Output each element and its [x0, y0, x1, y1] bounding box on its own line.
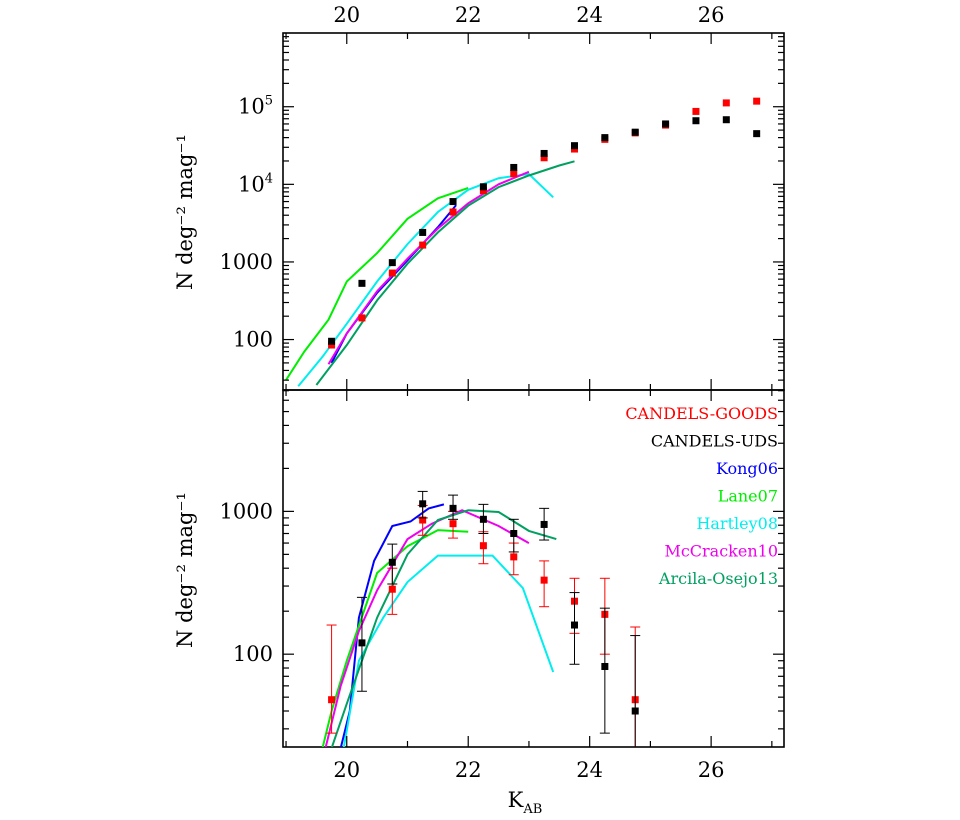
top-point-candels-uds [510, 163, 518, 171]
top-point-candels-uds [631, 128, 639, 136]
top-point-candels-uds [388, 259, 396, 267]
top-point-candels-uds [692, 117, 700, 125]
top-ylabel: N deg⁻² mag⁻¹ [173, 134, 197, 290]
top-point-candels-goods [692, 107, 700, 115]
bottom-xtick-label: 20 [333, 758, 360, 782]
bottom-point-candels-uds [479, 515, 487, 523]
top-ytick-label-sup: 5 [265, 94, 273, 109]
bottom-point-candels-goods [419, 516, 427, 524]
bottom-plot-area [321, 490, 641, 747]
top-point-candels-uds [722, 116, 730, 124]
bottom-point-candels-goods [328, 696, 336, 704]
top-point-candels-uds [570, 142, 578, 150]
top-point-candels-goods [479, 187, 487, 195]
top-point-candels-uds [479, 183, 487, 191]
legend: CANDELS-GOODS CANDELS-UDS Kong06 Lane07 Hart… [625, 404, 778, 588]
bottom-point-candels-goods [449, 520, 457, 528]
legend-entry: Lane07 [718, 487, 778, 506]
top-ytick-label: 1000 [220, 250, 273, 274]
top-ytick-label: 100 [233, 328, 273, 352]
x-axis-label-sub: AB [522, 802, 542, 817]
top-xtick-label: 24 [576, 3, 603, 27]
top-point-candels-uds [328, 337, 336, 345]
top-ytick-label: 105 [238, 94, 273, 119]
top-point-candels-uds [419, 228, 427, 236]
bottom-ytick-label-main: 100 [233, 642, 273, 666]
bottom-line-arcila-osejo13 [330, 509, 557, 747]
top-line-arcila-osejo13 [315, 160, 575, 386]
top-line-lane07 [285, 186, 469, 381]
top-point-candels-uds [449, 198, 457, 206]
bottom-point-candels-uds [419, 500, 427, 508]
bottom-line-kong06 [339, 503, 445, 747]
top-point-candels-uds [753, 130, 761, 138]
top-point-candels-goods [419, 241, 427, 249]
top-ytick-label-sup: 4 [265, 171, 273, 186]
top-point-candels-goods [722, 99, 730, 107]
legend-entry: McCracken10 [664, 542, 778, 561]
bottom-xtick-label: 24 [576, 758, 603, 782]
top-ytick-label-main: 10 [238, 95, 265, 119]
top-line-mccracken10 [327, 170, 530, 365]
bottom-ytick-label: 1000 [220, 499, 273, 523]
top-point-candels-goods [449, 208, 457, 216]
bottom-point-candels-goods [479, 542, 487, 550]
top-point-candels-uds [358, 279, 366, 287]
bottom-point-candels-uds [540, 520, 548, 528]
bottom-ytick-label: 100 [233, 642, 273, 666]
bottom-point-candels-uds [449, 504, 457, 512]
bottom-ylabel: N deg⁻² mag⁻¹ [173, 492, 197, 648]
top-ytick-label: 104 [238, 171, 273, 196]
legend-entry: CANDELS-UDS [651, 432, 778, 451]
top-plot-frame [282, 32, 785, 391]
bottom-point-candels-uds [358, 639, 366, 647]
bottom-point-candels-uds [570, 621, 578, 629]
top-ytick-label-main: 10 [238, 172, 265, 196]
top-xtick-label: 26 [698, 3, 725, 27]
legend-entry: Kong06 [716, 459, 778, 478]
top-point-candels-goods [753, 97, 761, 105]
legend-entry: Hartley08 [696, 514, 778, 533]
bottom-line-mccracken10 [324, 509, 530, 747]
bottom-xtick-label: 26 [698, 758, 725, 782]
bottom-point-candels-uds [601, 662, 609, 670]
legend-entry: Arcila-Osejo13 [658, 569, 778, 588]
top-point-candels-goods [358, 314, 366, 322]
bottom-point-candels-uds [510, 530, 518, 537]
bottom-point-candels-uds [388, 558, 396, 566]
bottom-panel: N deg⁻² mag⁻¹ KAB [173, 389, 785, 817]
bottom-xtick-label: 22 [455, 758, 482, 782]
x-axis-label: KAB [508, 788, 543, 817]
top-point-candels-uds [601, 134, 609, 142]
bottom-point-candels-goods [510, 553, 518, 561]
top-point-candels-goods [510, 170, 518, 178]
top-xtick-label: 20 [333, 3, 360, 27]
top-ytick-label-main: 100 [233, 328, 273, 352]
bottom-point-candels-uds [631, 707, 639, 715]
top-xtick-label: 22 [455, 3, 482, 27]
bottom-point-candels-goods [388, 585, 396, 593]
top-plot-area [285, 97, 761, 387]
legend-entry: CANDELS-GOODS [625, 404, 778, 423]
bottom-ytick-label-main: 1000 [220, 499, 273, 523]
top-point-candels-uds [540, 149, 548, 157]
top-point-candels-goods [328, 341, 336, 349]
top-point-candels-goods [388, 269, 396, 277]
top-point-candels-uds [662, 120, 670, 128]
bottom-line-hartley08 [342, 554, 555, 747]
top-point-candels-goods [540, 154, 548, 162]
bottom-point-candels-goods [540, 576, 548, 584]
x-axis-label-main: K [508, 788, 524, 812]
top-ytick-label-main: 1000 [220, 250, 273, 274]
